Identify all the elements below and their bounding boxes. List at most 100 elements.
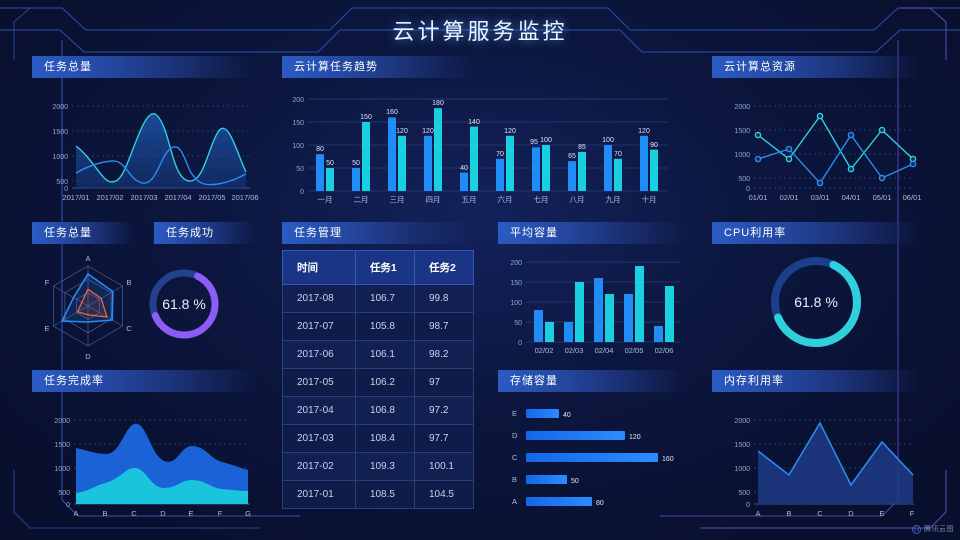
cell-time: 2017-06 (282, 340, 356, 369)
svg-text:85: 85 (578, 144, 586, 151)
svg-text:0: 0 (64, 186, 68, 193)
table-row[interactable]: 2017-01 108.5 104.5 (282, 480, 475, 509)
chart-task-complete: 2000 1500 1000 500 0 A B C D E F G (32, 392, 256, 522)
svg-text:06/01: 06/01 (903, 193, 922, 202)
svg-text:C: C (131, 509, 137, 518)
cell-task2: 97.7 (413, 424, 475, 453)
svg-text:2000: 2000 (734, 418, 750, 425)
table-row[interactable]: 2017-08 106.7 99.8 (282, 284, 475, 313)
cell-time: 2017-03 (282, 424, 356, 453)
panel-task-trend: 云计算任务趋势 (282, 56, 474, 78)
cell-task2: 100.1 (413, 452, 475, 481)
svg-text:2017/04: 2017/04 (164, 193, 191, 202)
task-table: 时间 任务1 任务2 2017-08 106.7 99.8 2017-07 105.8 9… (282, 250, 475, 509)
table-row[interactable]: 2017-03 108.4 97.7 (282, 424, 475, 453)
cell-time: 2017-04 (282, 396, 356, 425)
svg-text:1500: 1500 (52, 129, 68, 136)
svg-text:0: 0 (746, 186, 750, 193)
svg-text:2000: 2000 (54, 418, 70, 425)
svg-text:2017/06: 2017/06 (231, 193, 258, 202)
radar-gauge-svg: A B C D E F 61.8 % (44, 254, 219, 361)
svg-text:七月: 七月 (534, 195, 549, 204)
svg-text:40: 40 (460, 165, 468, 172)
chart-storage-capacity: E D C B A 40 120 160 50 80 (498, 392, 684, 514)
cell-task2: 97.2 (413, 396, 475, 425)
table-row[interactable]: 2017-04 106.8 97.2 (282, 396, 475, 425)
svg-text:D: D (160, 509, 166, 518)
svg-text:三月: 三月 (390, 195, 405, 204)
total-resource-svg: 2000 1500 1000 500 0 01/01 02/01 03/01 0… (734, 104, 922, 202)
table-body: 2017-08 106.7 99.8 2017-07 105.8 98.7 2017-06 1… (282, 284, 475, 509)
cell-task2: 104.5 (413, 480, 475, 509)
svg-text:2017/01: 2017/01 (62, 193, 89, 202)
svg-text:140: 140 (468, 119, 480, 126)
svg-text:A: A (512, 497, 517, 506)
table-row[interactable]: 2017-02 109.3 100.1 (282, 452, 475, 481)
dashboard-header: 云计算服务监控 (0, 0, 960, 52)
svg-text:95: 95 (530, 139, 538, 146)
panel-storage-capacity: 存储容量 E D C B A 40 120 160 50 80 (498, 370, 684, 514)
svg-text:D: D (85, 352, 91, 361)
svg-text:120: 120 (638, 128, 650, 135)
svg-text:02/05: 02/05 (625, 346, 644, 355)
svg-text:1000: 1000 (52, 154, 68, 161)
cell-task2: 98.7 (413, 312, 475, 341)
svg-text:B: B (512, 475, 517, 484)
svg-text:180: 180 (432, 100, 444, 107)
svg-text:C: C (126, 324, 132, 333)
cell-task1: 105.8 (354, 312, 415, 341)
svg-text:02/01: 02/01 (780, 193, 799, 202)
table-row[interactable]: 2017-05 106.2 97 (282, 368, 475, 397)
chart-memory-usage: 2000 1500 1000 500 0 A B C D E F (712, 392, 920, 522)
svg-text:80: 80 (596, 500, 604, 507)
svg-text:E: E (188, 509, 193, 518)
cell-time: 2017-02 (282, 452, 356, 481)
panel-title-task-manage: 任务管理 (282, 222, 474, 244)
svg-text:1000: 1000 (734, 466, 750, 473)
svg-text:150: 150 (510, 280, 522, 287)
panel-task-total-line: 任务总量 2000 1500 1000 500 0 (32, 56, 259, 206)
svg-text:150: 150 (360, 114, 372, 121)
svg-text:02/03: 02/03 (565, 346, 584, 355)
svg-text:02/06: 02/06 (655, 346, 674, 355)
cell-time: 2017-05 (282, 368, 356, 397)
svg-text:四月: 四月 (426, 195, 441, 204)
svg-text:一月: 一月 (318, 195, 333, 204)
watermark-text: 腾讯云图 (924, 526, 954, 533)
svg-text:500: 500 (738, 176, 750, 183)
svg-text:0: 0 (746, 502, 750, 509)
svg-text:1500: 1500 (734, 442, 750, 449)
svg-text:40: 40 (563, 412, 571, 419)
table-row[interactable]: 2017-07 105.8 98.7 (282, 312, 475, 341)
svg-text:B: B (126, 278, 131, 287)
svg-text:B: B (786, 509, 791, 518)
svg-text:05/01: 05/01 (873, 193, 892, 202)
radar-and-gauge-body: A B C D E F 61.8 % (32, 248, 256, 361)
svg-text:2017/02: 2017/02 (96, 193, 123, 202)
svg-text:C: C (512, 453, 518, 462)
panel-task-complete: 任务完成率 2000 1500 1000 500 0 A B C D E (32, 370, 256, 522)
svg-text:100: 100 (602, 137, 614, 144)
svg-text:80: 80 (316, 146, 324, 153)
storage-capacity-svg: E D C B A 40 120 160 50 80 (512, 409, 674, 507)
memory-usage-svg: 2000 1500 1000 500 0 A B C D E F (734, 418, 914, 518)
table-header-row: 时间 任务1 任务2 (282, 250, 475, 285)
page-title: 云计算服务监控 (392, 19, 568, 44)
svg-text:D: D (512, 431, 518, 440)
svg-text:100: 100 (510, 300, 522, 307)
watermark-logo-icon (912, 524, 921, 534)
svg-text:D: D (848, 509, 854, 518)
svg-text:120: 120 (396, 128, 408, 135)
svg-text:E: E (512, 409, 517, 418)
watermark: 腾讯云图 (912, 524, 954, 534)
table-row[interactable]: 2017-06 106.1 98.2 (282, 340, 475, 369)
svg-text:F: F (218, 509, 223, 518)
panel-title-memory-usage: 内存利用率 (712, 370, 920, 392)
panel-avg-capacity: 平均容量 200 150 100 50 0 (498, 222, 684, 356)
svg-text:50: 50 (326, 160, 334, 167)
svg-text:1000: 1000 (734, 152, 750, 159)
panel-title-task-total-line: 任务总量 (32, 56, 256, 78)
table-task-manage: 时间 任务1 任务2 2017-08 106.7 99.8 2017-07 105.8 9… (282, 250, 475, 509)
cell-task1: 106.7 (354, 284, 415, 313)
cell-time: 2017-07 (282, 312, 356, 341)
